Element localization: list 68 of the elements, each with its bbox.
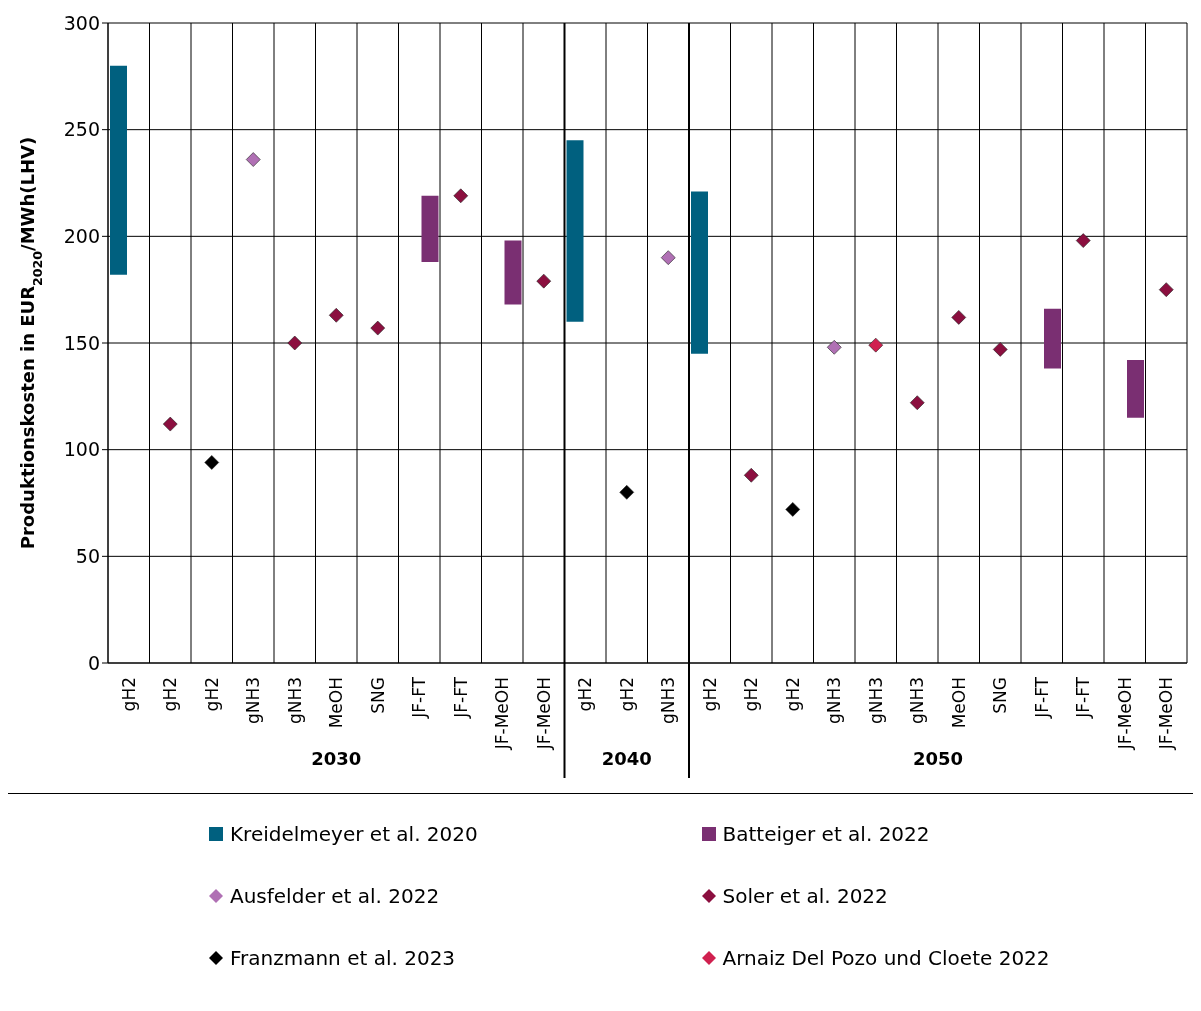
point — [287, 335, 303, 351]
y-tick-label: 200 — [63, 225, 100, 248]
point — [245, 152, 261, 167]
x-tick-label: JF-FT — [409, 676, 430, 719]
point — [204, 455, 220, 470]
point — [453, 188, 469, 204]
point — [619, 485, 635, 500]
point — [370, 320, 386, 336]
legend-label: Kreidelmeyer et al. 2020 — [230, 822, 478, 846]
y-tick-label: 300 — [63, 11, 100, 34]
y-tick-label: 50 — [75, 545, 100, 568]
point — [909, 395, 925, 411]
y-tick-label: 250 — [63, 118, 100, 141]
y-tick-label: 150 — [63, 331, 100, 354]
legend-label: Soler et al. 2022 — [722, 884, 888, 908]
y-tick-label: 0 — [87, 651, 100, 674]
point — [162, 416, 178, 432]
text: 2040 — [601, 748, 652, 769]
text: 2030 — [311, 748, 362, 769]
x-tick-label: gH2 — [741, 677, 762, 712]
x-tick-label: JF-MeOH — [533, 677, 554, 751]
legend-label: Ausfelder et al. 2022 — [230, 884, 440, 908]
bar — [566, 140, 584, 322]
point — [951, 310, 967, 325]
x-tick-label: gH2 — [201, 677, 222, 712]
legend-label: Franzmann et al. 2023 — [230, 946, 456, 970]
point — [1075, 233, 1091, 248]
bar — [421, 195, 439, 262]
x-tick-label: gNH3 — [243, 677, 264, 725]
x-tick-label: JF-MeOH — [1114, 677, 1135, 751]
point — [1158, 282, 1174, 297]
x-tick-label: JF-FT — [1031, 676, 1052, 719]
point — [826, 339, 842, 355]
x-tick-label: MeOH — [948, 677, 969, 729]
x-tick-label: gH2 — [575, 677, 596, 712]
bar — [691, 191, 708, 354]
point — [328, 307, 344, 323]
legend-label: Arnaiz Del Pozo und Cloete 2022 — [722, 946, 1050, 970]
x-tick-label: gNH3 — [284, 677, 305, 725]
x-tick-label: SNG — [367, 677, 388, 714]
point — [992, 342, 1008, 357]
x-tick-label: gH2 — [160, 677, 181, 712]
point — [660, 250, 676, 265]
x-tick-label: gNH3 — [824, 677, 845, 725]
x-tick-label: JF-FT — [450, 676, 471, 719]
point — [743, 467, 759, 483]
x-tick-label: gH2 — [699, 677, 720, 712]
x-tick-label: gH2 — [616, 677, 637, 712]
bar — [1127, 360, 1144, 418]
x-tick-label: JF-FT — [1073, 676, 1094, 719]
point — [868, 337, 884, 353]
bar — [1044, 308, 1061, 369]
x-tick-label: JF-MeOH — [1156, 677, 1177, 751]
x-tick-label: gNH3 — [865, 677, 886, 725]
x-tick-label: gNH3 — [907, 677, 928, 725]
bar — [504, 240, 522, 305]
y-tick-label: 100 — [63, 438, 100, 461]
bar — [110, 65, 127, 275]
x-tick-label: gNH3 — [658, 677, 679, 725]
point — [785, 502, 801, 517]
x-tick-label: MeOH — [326, 677, 347, 729]
x-tick-label: SNG — [990, 677, 1011, 714]
legend-label: Batteiger et al. 2022 — [722, 822, 930, 846]
x-tick-label: JF-MeOH — [492, 677, 513, 751]
x-tick-label: gH2 — [118, 677, 139, 712]
x-tick-label: gH2 — [782, 677, 803, 712]
text: 2050 — [912, 748, 964, 769]
point — [536, 273, 552, 289]
